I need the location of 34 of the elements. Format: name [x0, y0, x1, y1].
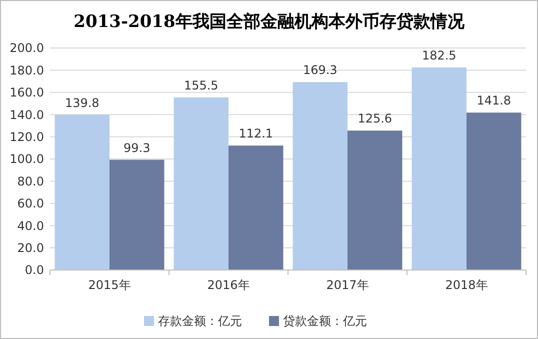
bar: [412, 67, 466, 270]
y-tick-label: 140.0: [10, 108, 44, 122]
data-label: 139.8: [64, 96, 100, 110]
data-label: 99.3: [124, 140, 150, 155]
x-tick-label: 2016年: [207, 278, 250, 292]
bar: [466, 112, 522, 270]
bar: [110, 160, 164, 270]
bar: [292, 82, 348, 270]
bar: [54, 114, 110, 270]
y-tick-label: 0.0: [24, 263, 44, 278]
data-label: 169.3: [302, 63, 338, 78]
y-tick-label: 120.0: [10, 130, 44, 144]
y-tick-label: 20.0: [17, 241, 44, 255]
y-tick-label: 60.0: [17, 196, 44, 211]
data-label: 141.8: [476, 94, 512, 108]
chart-title: 2013-2018年我国全部金融机构本外币存贷款情况: [74, 12, 466, 32]
x-tick-label: 2017年: [326, 278, 369, 292]
x-tick-label: 2018年: [445, 278, 488, 292]
bar: [228, 146, 284, 270]
y-tick-label: 160.0: [10, 86, 44, 100]
bar: [348, 130, 402, 270]
data-label: 182.5: [422, 48, 456, 62]
data-label: 125.6: [358, 112, 392, 126]
x-tick-label: 2015年: [88, 278, 131, 292]
y-tick-label: 100.0: [10, 152, 44, 166]
y-tick-label: 180.0: [10, 63, 44, 78]
y-tick-label: 80.0: [17, 174, 44, 188]
y-tick-label: 200.0: [10, 41, 44, 56]
data-label: 112.1: [238, 126, 274, 141]
legend-label: 存款金额：亿元: [158, 314, 242, 328]
bar: [174, 97, 228, 270]
legend-label: 贷款金额：亿元: [283, 314, 367, 328]
y-tick-label: 40.0: [17, 218, 44, 233]
data-label: 155.5: [184, 78, 218, 92]
